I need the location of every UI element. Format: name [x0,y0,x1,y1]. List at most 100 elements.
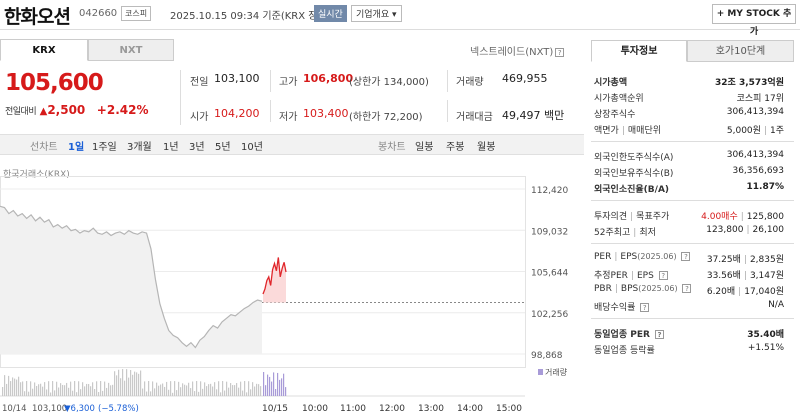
tab-orderbook[interactable]: 호가10단계 [687,40,794,62]
tab-krx[interactable]: KRX [0,39,88,61]
volume-bar [96,381,98,396]
period-1w[interactable]: 1주일 [92,142,117,153]
volume-bar [116,375,118,396]
help-icon[interactable]: ? [658,271,668,280]
per-value-text: 37.25배 [706,255,741,265]
volume-bar [104,381,106,396]
volume-bar [44,382,46,396]
volume-bar [154,388,156,396]
industry-per-label: 동일업종 PER ? [594,327,665,340]
volume-bar [22,381,24,396]
volume-bar [140,370,142,396]
volume-bar [146,391,148,396]
foreign-ratio-label: 외국인소진율(B/A) [594,185,670,195]
volume-bar [80,389,82,396]
par-label: 액면가 | 매매단위 [594,126,662,136]
volume-bar [12,377,14,396]
high-label: 고가 [279,77,298,88]
x-tick-label: 13:00 [418,404,444,414]
period-1d[interactable]: 1일 [68,142,85,153]
today-series [262,257,287,295]
dividend-label: 배당수익률 ? [594,300,650,313]
period-3m[interactable]: 3개월 [127,142,152,153]
volume-bar [112,384,114,396]
change-label: 전일대비 [5,107,37,117]
x-tick-label: 10:00 [302,404,328,414]
help-icon[interactable]: ? [682,284,692,293]
fper-value-text: 33.56배 [706,271,741,281]
eps-label: EPS [620,252,638,262]
pbr-value: 6.20배 | 17,040원 [706,287,784,297]
volume-bar [196,381,198,396]
y-tick-label: 102,256 [531,310,568,320]
volume-bar [194,391,196,396]
volume-bar [238,387,240,396]
pbr-label: PBR | BPS(2025.06) ? [594,284,692,294]
shares-value: 306,413,394 [726,107,784,117]
info-market-cap: 시가총액 32조 3,573억원 [594,75,784,88]
market-cap-label: 시가총액 [594,78,628,88]
volume-bar [90,386,92,396]
volume-bar [218,381,220,396]
change-amount: 2,500 [47,103,86,117]
period-monthly[interactable]: 월봉 [477,142,496,153]
help-icon[interactable]: ? [640,303,650,312]
volume-bar [148,381,150,396]
line-chart-toggle[interactable]: 선차트 [30,142,58,153]
low-value: 103,400 [303,107,349,120]
volume-bar-today [265,385,267,396]
volume-bar [172,392,174,396]
volume-bar [34,382,36,396]
amount-number: 49,497 [502,109,541,122]
volume-bar-today [285,387,287,396]
chart-source: 한국거래소(KRX) [3,170,70,180]
per-label: PER | EPS(2025.06) ? [594,252,691,262]
info-industry-rate: 동일업종 등락률 +1.51% [594,343,784,356]
tab-invest-info[interactable]: 투자정보 [591,40,687,62]
help-icon[interactable]: ? [681,252,691,261]
volume-bar-today [267,374,269,396]
volume-bar [132,374,134,396]
trade-unit-value: 1주 [769,126,784,136]
volume-bar [100,381,102,396]
w52-value: 123,800 | 26,100 [706,225,784,235]
stock-header: 한화오션 042660 코스피 2025.10.15 09:34 기준(KRX … [0,0,800,37]
period-5y[interactable]: 5년 [215,142,231,153]
help-icon[interactable]: ? [555,47,565,57]
prev-day-date: 10/14 [2,404,27,414]
candle-chart-toggle[interactable]: 봉차트 [378,142,406,153]
period-10y[interactable]: 10년 [241,142,263,153]
volume-bar [202,388,204,396]
tab-nxt[interactable]: NXT [88,39,174,61]
divider [270,100,271,122]
period-3y[interactable]: 3년 [189,142,205,153]
prev-close-label: 전일 [190,77,209,88]
volume-bar [122,369,124,396]
period-1y[interactable]: 1년 [163,142,179,153]
period-daily[interactable]: 일봉 [415,142,434,153]
volume-bar [260,386,262,396]
volume-bar [230,383,232,396]
volume-bar [26,381,28,396]
period-weekly[interactable]: 주봉 [446,142,465,153]
volume-bar [62,384,64,396]
volume-bar [226,381,228,396]
nextrade-link[interactable]: 넥스트레이드(NXT)? [470,43,565,58]
foreign-hold-value: 36,356,693 [732,166,784,176]
add-mystock-button[interactable]: + MY STOCK 추가 [712,4,796,37]
info-opinion: 투자의견 | 목표주가 4.00매수 | 125,800 [594,209,784,222]
divider [447,100,448,122]
info-industry-per: 동일업종 PER ? 35.40배 [594,327,784,340]
realtime-button[interactable]: 실시간 [314,5,347,22]
volume-bar [128,377,130,396]
industry-rate-value: +1.51% [747,343,784,353]
volume-bar [16,379,18,396]
help-icon[interactable]: ? [655,330,665,339]
divider [591,141,794,142]
volume-bar [214,382,216,396]
volume-bar [4,375,6,396]
company-info-dropdown[interactable]: 기업개요 ▾ [351,5,402,22]
volume-bar [144,381,146,396]
pbr-label-text: PBR [594,284,612,294]
volume-bar [236,383,238,396]
